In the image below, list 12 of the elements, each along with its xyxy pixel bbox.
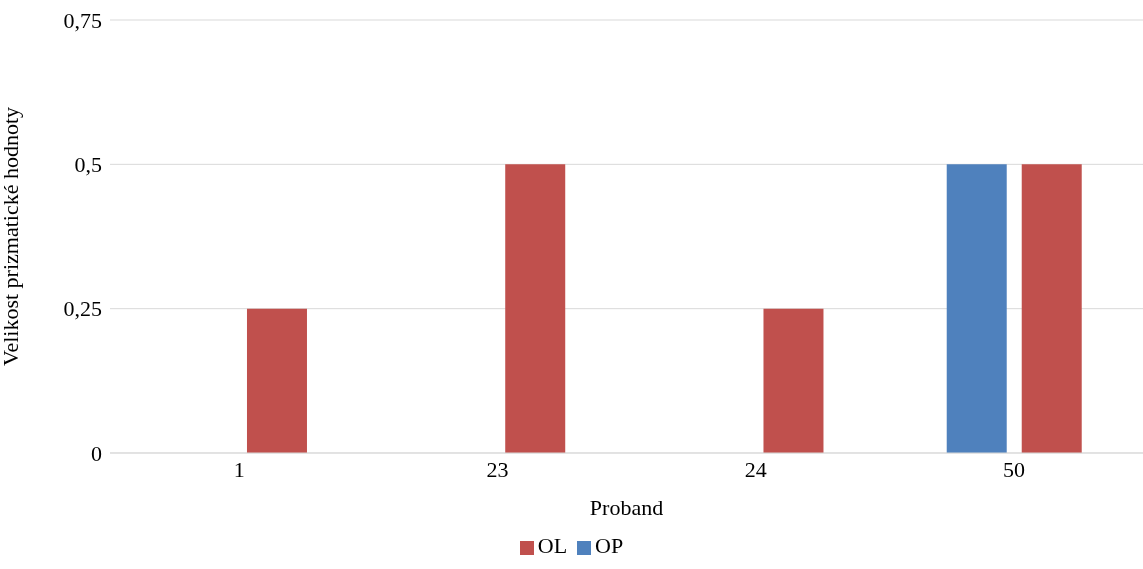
- y-tick-label: 0,5: [74, 152, 102, 178]
- legend-label: OP: [595, 533, 624, 558]
- x-tick-label: 1: [233, 456, 245, 482]
- y-tick-label: 0,75: [63, 7, 102, 33]
- y-axis-title: Velikost prizmatické hodnoty: [0, 106, 23, 367]
- y-tick-label: 0,25: [63, 296, 102, 322]
- y-tick-label: 0: [91, 440, 102, 466]
- x-tick-label: 50: [1002, 456, 1025, 482]
- legend-label: OL: [537, 533, 568, 558]
- x-tick-label: 23: [486, 456, 509, 482]
- x-tick-label: 24: [744, 456, 767, 482]
- x-axis-title: Proband: [589, 495, 664, 520]
